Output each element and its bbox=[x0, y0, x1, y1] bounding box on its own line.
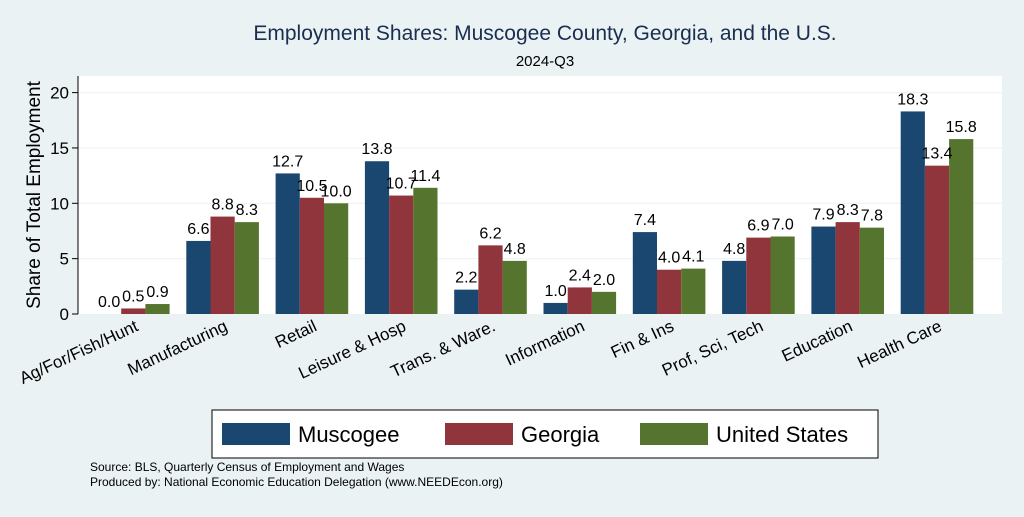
data-label: 10.7 bbox=[386, 176, 417, 193]
bar-united-states-leisure-hosp bbox=[413, 187, 438, 314]
category-label: Fin & Ins bbox=[608, 316, 677, 362]
bar-muscogee-trans-ware bbox=[454, 289, 479, 314]
data-label: 0.0 bbox=[98, 294, 120, 311]
y-tick-label: 5 bbox=[60, 250, 69, 269]
data-label: 7.0 bbox=[771, 217, 793, 234]
data-label: 6.9 bbox=[747, 218, 769, 235]
bar-georgia-ag-for-fish-hunt bbox=[121, 308, 146, 314]
data-label: 7.9 bbox=[812, 207, 834, 224]
category-label: Ag/For/Fish/Hunt bbox=[17, 316, 142, 388]
bar-muscogee-retail bbox=[275, 173, 300, 314]
data-label: 18.3 bbox=[897, 91, 928, 108]
bar-georgia-information bbox=[567, 287, 592, 314]
chart-subtitle: 2024-Q3 bbox=[516, 53, 574, 70]
bar-united-states-education bbox=[859, 227, 884, 314]
category-label: Education bbox=[779, 316, 856, 365]
bar-muscogee-leisure-hosp bbox=[364, 161, 390, 314]
bar-united-states-health-care bbox=[949, 139, 974, 314]
bar-united-states-trans-ware bbox=[502, 260, 527, 314]
bar-muscogee-education bbox=[811, 226, 836, 314]
bar-muscogee-manufacturing bbox=[186, 240, 211, 314]
category-label: Health Care bbox=[854, 316, 944, 372]
y-tick-label: 0 bbox=[60, 305, 69, 324]
data-label: 8.8 bbox=[211, 197, 233, 214]
data-label: 6.6 bbox=[187, 221, 209, 238]
bar-georgia-prof-sci-tech bbox=[746, 237, 771, 314]
data-label: 15.8 bbox=[946, 119, 977, 136]
data-label: 7.4 bbox=[634, 212, 656, 229]
bar-georgia-fin-ins bbox=[657, 269, 682, 314]
bar-united-states-prof-sci-tech bbox=[770, 236, 795, 314]
y-tick-label: 10 bbox=[50, 194, 69, 213]
data-label: 13.4 bbox=[921, 146, 952, 163]
bar-georgia-education bbox=[835, 222, 860, 314]
legend-label-georgia: Georgia bbox=[521, 422, 600, 447]
bar-united-states-manufacturing bbox=[234, 222, 259, 314]
source-note: Source: BLS, Quarterly Census of Employm… bbox=[90, 460, 404, 474]
legend-label-muscogee: Muscogee bbox=[298, 422, 400, 447]
legend-swatch-united-states bbox=[640, 423, 708, 445]
legend-swatch-muscogee bbox=[222, 423, 290, 445]
bar-georgia-retail bbox=[299, 197, 324, 314]
data-label: 8.3 bbox=[236, 202, 258, 219]
bars bbox=[121, 111, 974, 315]
data-label: 10.0 bbox=[321, 183, 352, 200]
bar-united-states-ag-for-fish-hunt bbox=[145, 304, 170, 314]
data-label: 4.8 bbox=[504, 241, 526, 258]
data-label: 2.0 bbox=[593, 272, 615, 289]
category-label: Retail bbox=[272, 316, 319, 352]
bar-muscogee-prof-sci-tech bbox=[722, 260, 747, 314]
data-label: 8.3 bbox=[837, 202, 859, 219]
bar-united-states-fin-ins bbox=[681, 268, 706, 314]
data-label: 1.0 bbox=[544, 283, 566, 300]
category-label: Prof, Sci, Tech bbox=[659, 316, 766, 379]
data-label: 6.2 bbox=[479, 225, 501, 242]
data-label: 2.2 bbox=[455, 270, 477, 287]
bar-united-states-information bbox=[591, 291, 617, 314]
data-label: 0.5 bbox=[122, 288, 144, 305]
producer-note: Produced by: National Economic Education… bbox=[90, 475, 503, 489]
y-ticks: 0 5 10 15 20 bbox=[50, 84, 78, 324]
bar-georgia-trans-ware bbox=[478, 245, 503, 314]
bar-georgia-manufacturing bbox=[210, 216, 235, 314]
bar-muscogee-information bbox=[543, 302, 568, 314]
bar-georgia-health-care bbox=[924, 165, 950, 314]
bar-muscogee-health-care bbox=[900, 111, 925, 315]
data-label: 4.8 bbox=[723, 241, 745, 258]
data-label: 7.8 bbox=[861, 208, 883, 225]
y-axis-label: Share of Total Employment bbox=[24, 80, 45, 308]
category-label: Manufacturing bbox=[125, 316, 231, 379]
bar-muscogee-fin-ins bbox=[632, 232, 657, 314]
data-label: 0.9 bbox=[146, 284, 168, 301]
data-label: 2.4 bbox=[569, 267, 591, 284]
y-tick-label: 20 bbox=[50, 84, 69, 103]
legend-box bbox=[211, 409, 879, 459]
legend-swatch-georgia bbox=[445, 423, 513, 445]
data-label: 4.1 bbox=[682, 249, 704, 266]
y-tick-label: 15 bbox=[50, 139, 69, 158]
data-label: 12.7 bbox=[272, 153, 303, 170]
category-label: Information bbox=[502, 316, 587, 369]
data-label: 11.4 bbox=[410, 168, 440, 185]
chart-title: Employment Shares: Muscogee County, Geor… bbox=[253, 22, 836, 45]
data-label: 13.8 bbox=[361, 141, 392, 158]
bar-georgia-leisure-hosp bbox=[389, 195, 414, 314]
legend: Muscogee Georgia United States bbox=[211, 409, 879, 459]
bar-united-states-retail bbox=[324, 203, 349, 314]
data-label: 10.5 bbox=[296, 178, 327, 195]
legend-label-united-states: United States bbox=[716, 422, 848, 447]
data-label: 4.0 bbox=[658, 250, 680, 267]
data-labels: 0.0 0.5 0.96.68.8 8.312.710.510.013.810.711… bbox=[98, 91, 977, 311]
